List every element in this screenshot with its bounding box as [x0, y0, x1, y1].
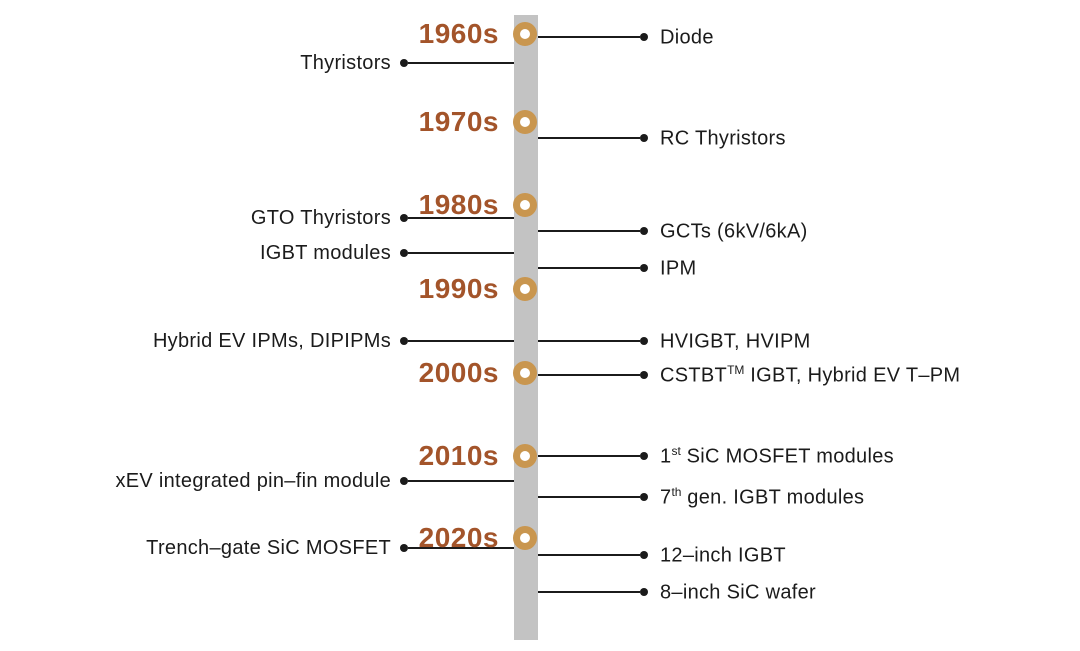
connector-dot-icon [400, 59, 408, 67]
event-label: 7th gen. IGBT modules [660, 484, 865, 509]
connector-dot-icon [640, 134, 648, 142]
event-label: CSTBTTM IGBT, Hybrid EV T–PM [660, 362, 961, 387]
decade-label: 2010s [418, 440, 499, 471]
event-label: RC Thyristors [660, 127, 786, 150]
connector-dot-icon [640, 33, 648, 41]
connector-line [408, 252, 514, 254]
event-label: GTO Thyristors [250, 206, 391, 229]
event-right-ipm: IPM [538, 254, 696, 282]
decade-ring-1970s-icon [513, 110, 537, 134]
decade-label: 2000s [418, 357, 499, 388]
decade-ring-1960s-icon [513, 22, 537, 46]
connector-dot-icon [640, 493, 648, 501]
event-left-hybrid-ev-ipms: Hybrid EV IPMs, DIPIPMs [153, 327, 514, 355]
connector-dot-icon [640, 551, 648, 559]
event-right-cstbt-igbt: CSTBTTM IGBT, Hybrid EV T–PM [538, 361, 960, 389]
connector-dot-icon [640, 371, 648, 379]
connector-line [538, 340, 640, 342]
event-right-rc-thyristors: RC Thyristors [538, 124, 786, 152]
decade-2000s: 2000s [419, 357, 499, 389]
decade-1980s: 1980s [419, 189, 499, 221]
event-label: GCTs (6kV/6kA) [660, 220, 808, 243]
decade-ring-1980s-icon [513, 193, 537, 217]
decade-ring-1990s-icon [513, 277, 537, 301]
connector-dot-icon [400, 477, 408, 485]
connector-dot-icon [640, 588, 648, 596]
event-left-igbt-modules: IGBT modules [260, 239, 514, 267]
connector-line [408, 340, 514, 342]
connector-line [538, 496, 640, 498]
event-right-diode: Diode [538, 23, 714, 51]
event-label: Trench–gate SiC MOSFET [146, 536, 391, 559]
decade-label: 1990s [418, 273, 499, 304]
connector-line [538, 374, 640, 376]
decade-label: 1980s [418, 189, 499, 220]
event-label: Thyristors [300, 51, 391, 74]
connector-line [538, 36, 640, 38]
connector-line [408, 547, 514, 549]
connector-dot-icon [640, 227, 648, 235]
event-label: 12–inch IGBT [660, 544, 786, 567]
connector-dot-icon [400, 214, 408, 222]
event-right-12-inch-igbt: 12–inch IGBT [538, 541, 786, 569]
event-label: Diode [660, 26, 714, 49]
event-right-gcts: GCTs (6kV/6kA) [538, 217, 808, 245]
event-right-7th-gen-igbt-modules: 7th gen. IGBT modules [538, 483, 864, 511]
decade-2020s: 2020s [419, 522, 499, 554]
connector-dot-icon [400, 249, 408, 257]
event-label: HVIGBT, HVIPM [660, 330, 811, 353]
connector-line [538, 554, 640, 556]
decade-ring-2010s-icon [513, 444, 537, 468]
connector-line [408, 62, 514, 64]
connector-dot-icon [400, 337, 408, 345]
connector-line [538, 267, 640, 269]
connector-dot-icon [640, 452, 648, 460]
event-label: IGBT modules [259, 241, 391, 264]
decade-1960s: 1960s [419, 18, 499, 50]
connector-line [538, 230, 640, 232]
event-label: IPM [660, 257, 697, 280]
decade-label: 1970s [418, 106, 499, 137]
connector-line [538, 591, 640, 593]
connector-line [538, 137, 640, 139]
event-left-thyristors: Thyristors [300, 49, 514, 77]
decade-1970s: 1970s [419, 106, 499, 138]
connector-line [408, 217, 514, 219]
event-left-trench-gate-sic-mosfet: Trench–gate SiC MOSFET [146, 534, 514, 562]
decade-2010s: 2010s [419, 440, 499, 472]
connector-dot-icon [640, 264, 648, 272]
event-label: 1st SiC MOSFET modules [660, 443, 894, 468]
event-label: 8–inch SiC wafer [660, 581, 816, 604]
event-right-hvigbt-hvipm: HVIGBT, HVIPM [538, 327, 811, 355]
decade-ring-2020s-icon [513, 526, 537, 550]
decade-label: 1960s [418, 18, 499, 49]
event-right-1st-sic-mosfet-modules: 1st SiC MOSFET modules [538, 442, 894, 470]
event-right-8-inch-sic-wafer: 8–inch SiC wafer [538, 578, 816, 606]
connector-line [408, 480, 514, 482]
connector-line [538, 455, 640, 457]
event-label: xEV integrated pin–fin module [115, 469, 391, 492]
decade-label: 2020s [418, 522, 499, 553]
decade-ring-2000s-icon [513, 361, 537, 385]
connector-dot-icon [640, 337, 648, 345]
event-left-xev-pin-fin-module: xEV integrated pin–fin module [115, 467, 514, 495]
connector-dot-icon [400, 544, 408, 552]
event-left-gto-thyristors: GTO Thyristors [251, 204, 514, 232]
event-label: Hybrid EV IPMs, DIPIPMs [152, 329, 391, 352]
decade-1990s: 1990s [419, 273, 499, 305]
